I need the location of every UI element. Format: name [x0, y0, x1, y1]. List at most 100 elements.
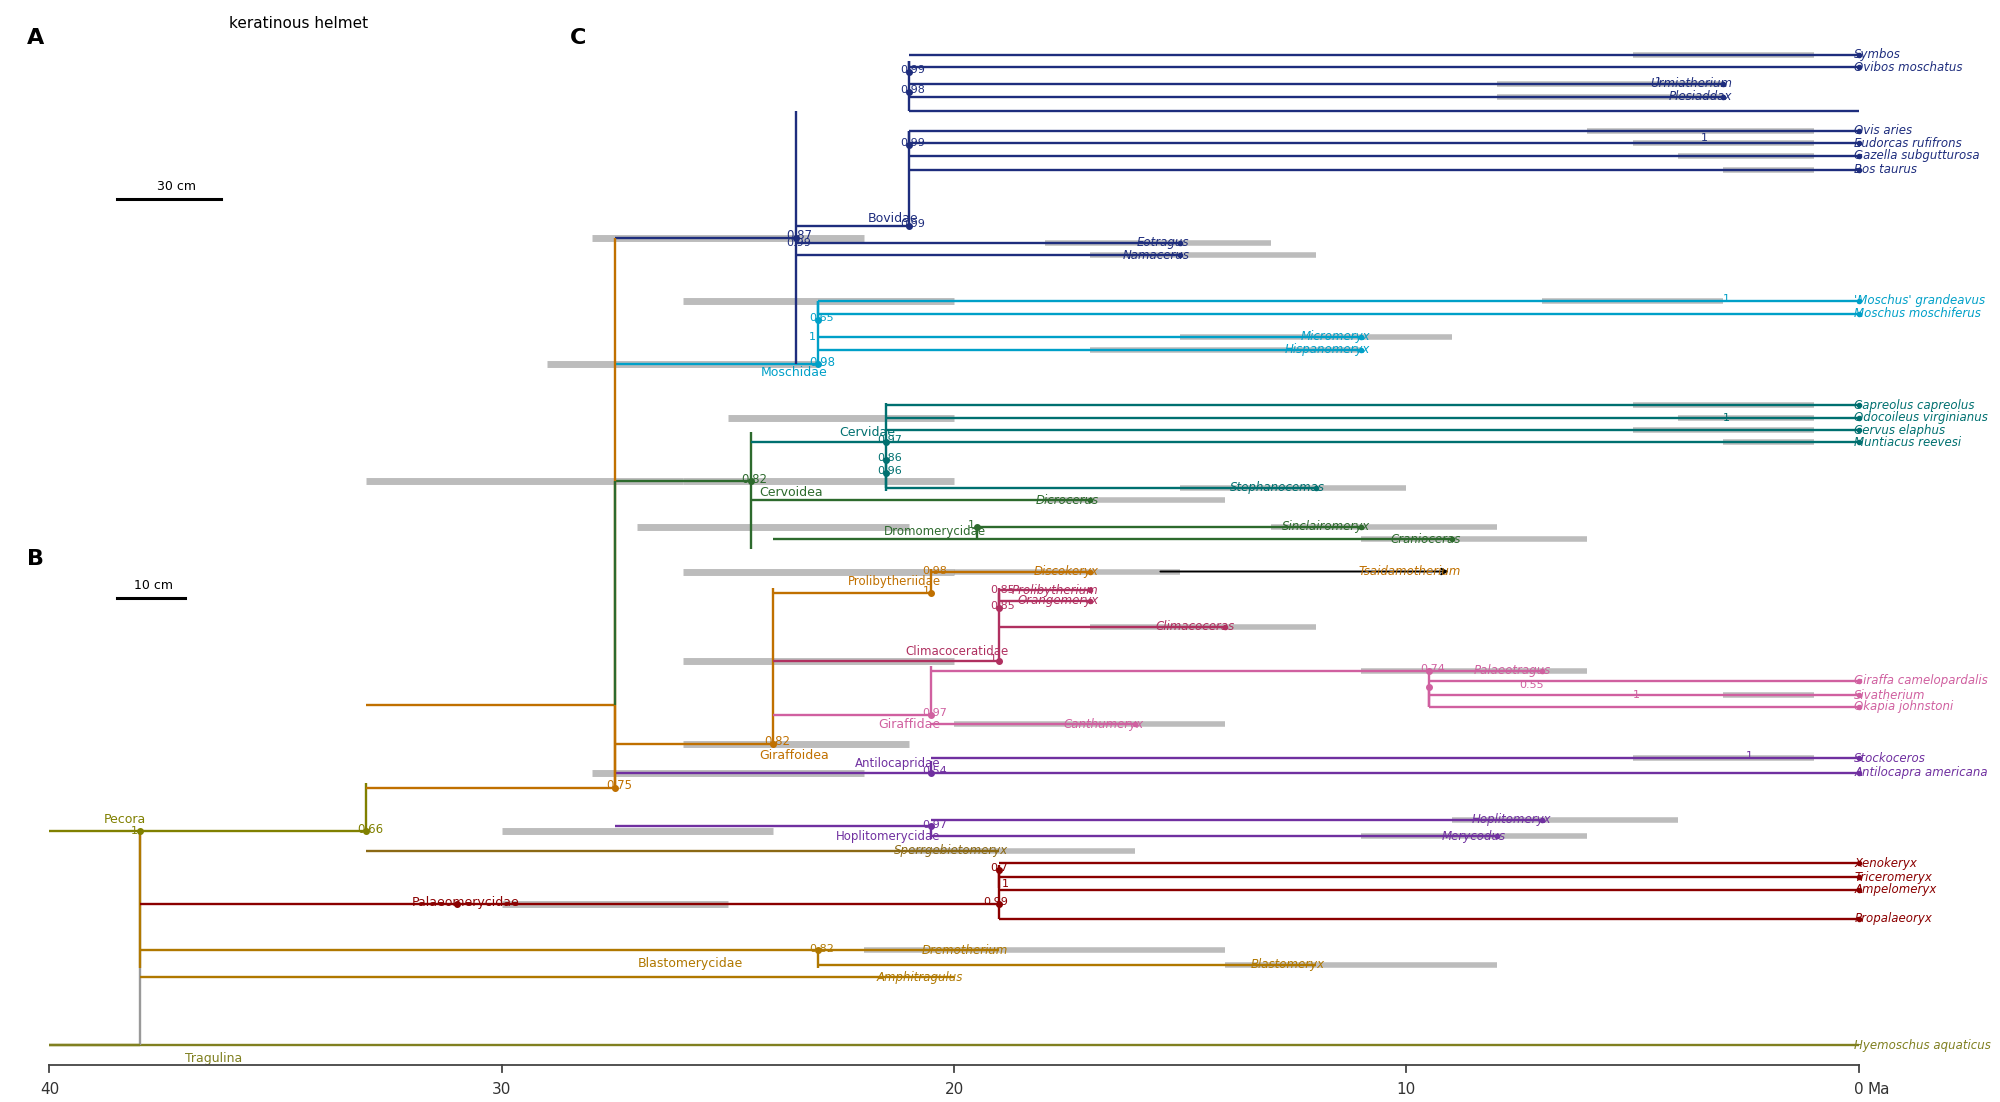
Text: 1: 1: [990, 655, 998, 665]
Text: 0.54: 0.54: [922, 766, 948, 776]
Text: Antilocapridae: Antilocapridae: [854, 757, 940, 769]
Text: 30 cm: 30 cm: [156, 180, 196, 193]
Text: Eotragus: Eotragus: [1136, 236, 1190, 249]
Text: Blastomerycidae: Blastomerycidae: [638, 958, 742, 970]
Text: Cervoidea: Cervoidea: [760, 486, 824, 499]
Text: Hoplitomerycidae: Hoplitomerycidae: [836, 830, 940, 843]
Text: Amphitragulus: Amphitragulus: [876, 971, 964, 984]
Text: Eudorcas rufifrons: Eudorcas rufifrons: [1854, 137, 1962, 150]
Text: Merycodus: Merycodus: [1442, 830, 1506, 843]
Text: Climacoceras: Climacoceras: [1156, 620, 1234, 634]
Text: Ovis aries: Ovis aries: [1854, 125, 1912, 137]
Text: Gazella subgutturosa: Gazella subgutturosa: [1854, 150, 1980, 162]
Text: 'Moschus' grandeavus: 'Moschus' grandeavus: [1854, 294, 1986, 307]
Text: Ovibos moschatus: Ovibos moschatus: [1854, 61, 1962, 74]
Text: 0.55: 0.55: [1520, 680, 1544, 690]
Text: Hoplitomeryx: Hoplitomeryx: [1472, 813, 1552, 826]
Text: Palaeotragus: Palaeotragus: [1474, 665, 1552, 678]
Text: Blastomeryx: Blastomeryx: [1250, 958, 1324, 971]
Text: Dremotherium: Dremotherium: [922, 943, 1008, 957]
Text: Bovidae: Bovidae: [868, 212, 918, 225]
Text: 0.82: 0.82: [764, 735, 790, 748]
Text: Namacerus: Namacerus: [1122, 249, 1190, 262]
Text: 1: 1: [1724, 413, 1730, 423]
Text: 1: 1: [1656, 77, 1662, 87]
Text: 10 cm: 10 cm: [134, 579, 172, 592]
Text: 0.97: 0.97: [922, 707, 948, 717]
Text: 10: 10: [1396, 1082, 1416, 1098]
Text: 1: 1: [810, 332, 816, 342]
Text: Prolibytherium: Prolibytherium: [1012, 583, 1098, 596]
Text: 0.66: 0.66: [356, 823, 384, 836]
Text: Pecora: Pecora: [104, 813, 146, 826]
Text: 20: 20: [944, 1082, 964, 1098]
Text: Canthumeryx: Canthumeryx: [1064, 717, 1144, 731]
Text: 1: 1: [922, 586, 930, 596]
Text: Dicrocerus: Dicrocerus: [1036, 494, 1098, 507]
Text: 30: 30: [492, 1082, 512, 1098]
Text: 0.99: 0.99: [900, 65, 924, 75]
Text: 0.96: 0.96: [878, 466, 902, 476]
Text: Sivatherium: Sivatherium: [1854, 689, 1926, 702]
Text: A: A: [26, 29, 44, 48]
Text: C: C: [570, 29, 586, 48]
Text: Sinclairomeryx: Sinclairomeryx: [1282, 520, 1370, 533]
Text: Ampelomeryx: Ampelomeryx: [1854, 883, 1936, 896]
Text: 0.98: 0.98: [922, 565, 948, 575]
Text: 0.75: 0.75: [606, 779, 632, 792]
Text: Cervus elaphus: Cervus elaphus: [1854, 424, 1946, 436]
Text: Moschus moschiferus: Moschus moschiferus: [1854, 307, 1982, 320]
Text: Stephanocemas: Stephanocemas: [1230, 482, 1324, 495]
Text: Okapia johnstoni: Okapia johnstoni: [1854, 700, 1954, 713]
Text: Bos taurus: Bos taurus: [1854, 163, 1918, 176]
Text: 0.74: 0.74: [1420, 663, 1444, 673]
Text: Moschidae: Moschidae: [760, 366, 828, 378]
Text: 0.99: 0.99: [900, 139, 924, 149]
Text: 0.97: 0.97: [922, 820, 948, 830]
Text: 0.97: 0.97: [878, 435, 902, 445]
Text: Climacoceratidae: Climacoceratidae: [906, 645, 1008, 658]
Text: 0.7: 0.7: [990, 863, 1008, 873]
Text: Propalaeoryx: Propalaeoryx: [1854, 912, 1932, 926]
Text: 0.98: 0.98: [900, 85, 924, 95]
Text: 0.99: 0.99: [984, 897, 1008, 907]
Text: Giraffidae: Giraffidae: [878, 717, 940, 731]
Text: Orangemeryx: Orangemeryx: [1018, 594, 1098, 607]
Text: Triceromeryx: Triceromeryx: [1854, 871, 1932, 884]
Text: 0.99: 0.99: [900, 219, 924, 229]
Text: Plesiaddax: Plesiaddax: [1668, 90, 1732, 104]
Text: Micromeryx: Micromeryx: [1300, 331, 1370, 344]
Text: 0.86: 0.86: [878, 453, 902, 463]
Text: Tsaidamotherium: Tsaidamotherium: [1358, 565, 1460, 579]
Text: Sperrgebietomeryx: Sperrgebietomeryx: [894, 844, 1008, 857]
Text: 0.65: 0.65: [810, 313, 834, 324]
Text: Capreolus capreolus: Capreolus capreolus: [1854, 399, 1974, 412]
Text: 0.85: 0.85: [990, 601, 1016, 611]
Text: Giraffoidea: Giraffoidea: [760, 749, 830, 761]
Text: Dromomerycidae: Dromomerycidae: [884, 526, 986, 538]
Text: keratinous helmet: keratinous helmet: [228, 15, 368, 31]
Text: Prolibytheriidae: Prolibytheriidae: [848, 575, 940, 587]
Text: 0.82: 0.82: [810, 944, 834, 954]
Text: Urmiatherium: Urmiatherium: [1650, 77, 1732, 90]
Text: B: B: [26, 549, 44, 569]
Text: 0.85: 0.85: [990, 585, 1016, 595]
Text: Antilocapra americana: Antilocapra americana: [1854, 767, 1988, 779]
Text: 1: 1: [968, 520, 974, 530]
Text: Tragulina: Tragulina: [186, 1051, 242, 1065]
Text: Stockoceros: Stockoceros: [1854, 752, 1926, 765]
Text: 1: 1: [130, 826, 138, 836]
Text: Cranioceras: Cranioceras: [1390, 533, 1460, 545]
Text: Cervidae: Cervidae: [840, 425, 896, 439]
Text: 1: 1: [1700, 133, 1708, 143]
Text: Giraffa camelopardalis: Giraffa camelopardalis: [1854, 674, 1988, 687]
Text: 1: 1: [1746, 752, 1752, 761]
Text: 1: 1: [1724, 294, 1730, 304]
Text: 1: 1: [1632, 690, 1640, 700]
Text: 0.99: 0.99: [786, 238, 812, 248]
Text: 40: 40: [40, 1082, 60, 1098]
Text: 1: 1: [1002, 879, 1008, 889]
Text: Muntiacus reevesi: Muntiacus reevesi: [1854, 435, 1962, 449]
Text: 0.98: 0.98: [810, 356, 836, 369]
Text: Discokeryx: Discokeryx: [1034, 565, 1098, 579]
